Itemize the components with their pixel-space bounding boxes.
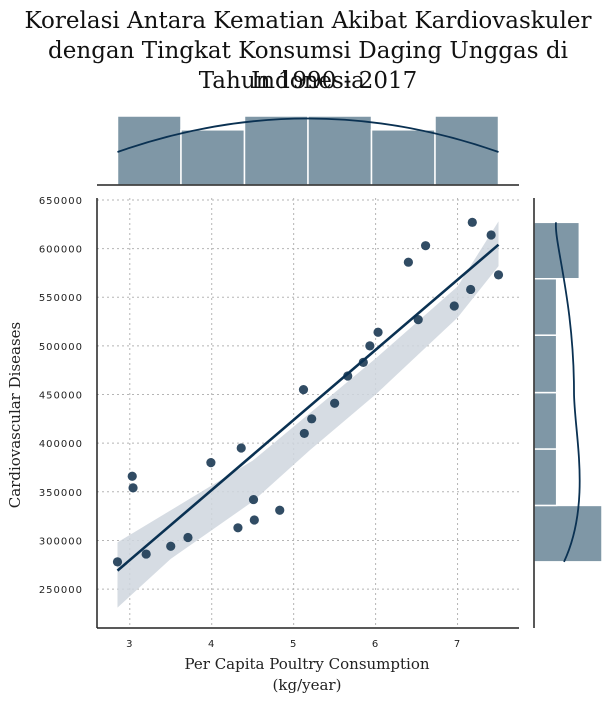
scatter-point	[373, 327, 383, 337]
scatter-point	[128, 483, 138, 493]
x-tick-label: 7	[454, 639, 461, 650]
top-histogram-bar	[116, 115, 182, 186]
scatter-point	[298, 385, 309, 395]
right-marginal-histogram	[533, 198, 603, 628]
y-tick-label: 650000	[39, 196, 83, 207]
scatter-point	[307, 414, 317, 424]
chart-title-line-3: Tahun 1990 - 2017	[198, 68, 418, 94]
top-marginal-histogram	[97, 115, 519, 186]
right-histogram-bar	[533, 448, 558, 507]
scatter-point	[466, 284, 476, 295]
scatter-point	[233, 523, 243, 533]
x-tick-label: 6	[372, 639, 379, 650]
scatter-point	[449, 301, 459, 311]
y-tick-label: 400000	[39, 439, 83, 450]
scatter-point	[365, 341, 375, 351]
scatter-point	[166, 541, 176, 551]
scatter-point	[467, 217, 477, 227]
scatter-point	[299, 428, 309, 439]
right-kde-curve	[554, 222, 581, 563]
confidence-band	[117, 221, 499, 608]
scatter-point	[358, 357, 368, 368]
top-histogram-bar	[370, 129, 436, 186]
scatter-point	[420, 241, 431, 251]
top-kde-curve	[117, 117, 499, 153]
y-axis-label: Cardiovascular Diseases	[6, 322, 24, 509]
y-tick-label: 500000	[39, 342, 83, 353]
scatter-point	[206, 458, 216, 468]
scatter-point	[127, 471, 137, 481]
scatter-point	[403, 257, 413, 267]
y-tick-label: 450000	[39, 391, 83, 402]
scatter-point	[413, 315, 423, 325]
chart-title-line-1: Korelasi Antara Kematian Akibat Kardiova…	[24, 8, 592, 34]
x-axis-label-line-1: Per Capita Poultry Consumption	[184, 655, 429, 673]
scatter-point	[183, 532, 193, 543]
x-tick-label: 4	[208, 639, 215, 650]
scatter-point	[141, 549, 151, 559]
scatter-point	[343, 371, 353, 381]
scatter-point	[249, 515, 259, 525]
scatter-point	[236, 443, 246, 453]
scatter-point	[493, 270, 504, 280]
chart-title-line-2: dengan Tingkat Konsumsi Daging Unggas di…	[48, 38, 568, 94]
top-histogram-bar	[307, 115, 373, 186]
top-histogram-bar	[243, 115, 309, 186]
scatter-point	[330, 398, 340, 408]
right-histogram-bar	[533, 391, 558, 450]
y-tick-label: 550000	[39, 293, 83, 304]
right-histogram-bar	[533, 334, 558, 394]
scatter-point	[275, 505, 285, 515]
top-histogram-bar	[180, 129, 246, 186]
scatter-point	[486, 230, 496, 240]
x-tick-label: 3	[126, 639, 133, 650]
top-histogram-bar	[434, 115, 500, 186]
y-tick-label: 350000	[39, 488, 83, 499]
y-tick-label: 250000	[39, 585, 83, 596]
scatter-point	[248, 494, 259, 505]
main-scatter-plot: 3 4 5 6 7 250000 300000 350000 400000 450000 50000…	[39, 196, 519, 650]
y-tick-label: 600000	[39, 245, 83, 256]
x-tick-label: 5	[290, 639, 297, 650]
scatter-point	[112, 557, 123, 567]
y-tick-label: 300000	[39, 536, 83, 547]
x-axis-label-line-2: (kg/year)	[273, 676, 342, 694]
regression-line	[116, 243, 500, 572]
right-histogram-bar	[533, 277, 558, 336]
